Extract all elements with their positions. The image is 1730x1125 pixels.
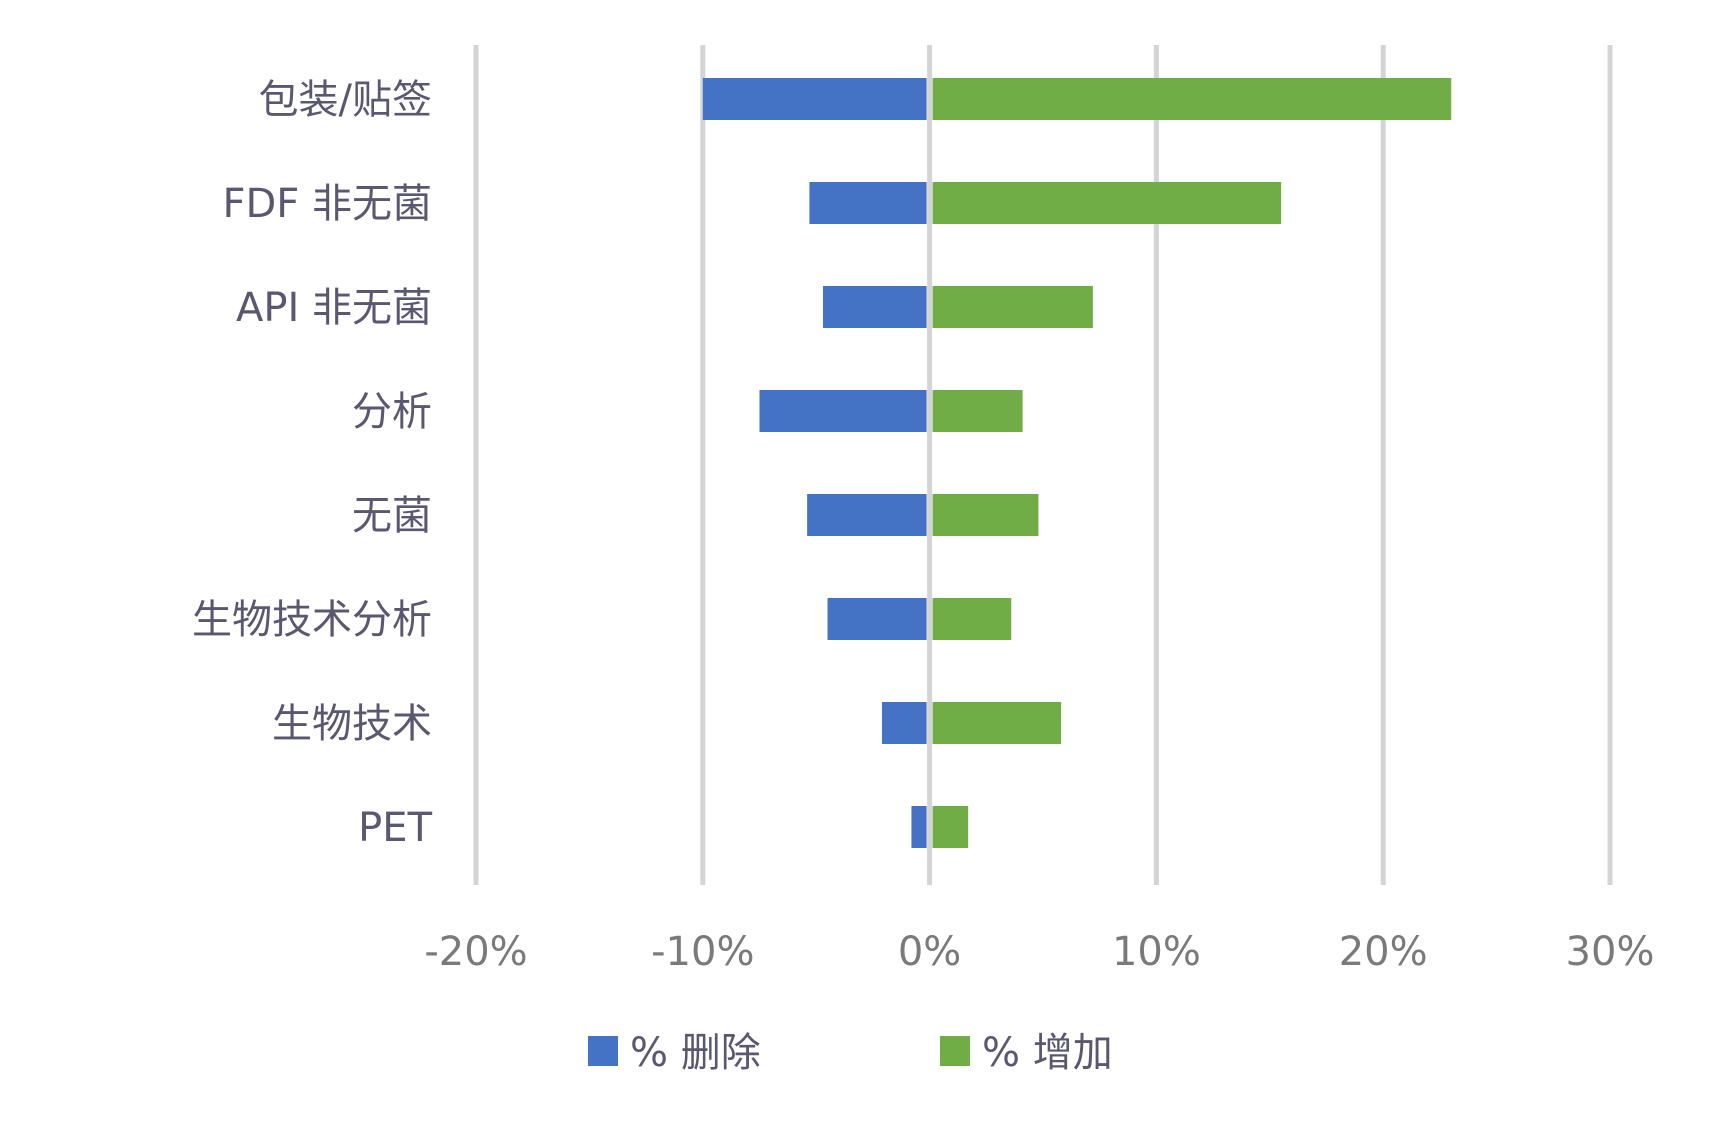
- bar-deleted-6: [881, 702, 927, 744]
- bar-deleted-4: [807, 494, 927, 536]
- x-tick-label: 30%: [1566, 929, 1655, 975]
- bars: [702, 78, 1452, 848]
- category-label: FDF 非无菌: [222, 181, 432, 227]
- bar-deleted-1: [809, 182, 927, 224]
- category-label: 包装/贴签: [259, 77, 432, 123]
- bar-added-2: [932, 286, 1093, 328]
- bar-deleted-5: [827, 598, 927, 640]
- bar-deleted-2: [823, 286, 927, 328]
- bar-deleted-0: [702, 78, 927, 120]
- category-label: 分析: [352, 389, 432, 435]
- bar-added-7: [932, 806, 969, 848]
- bar-added-5: [932, 598, 1012, 640]
- category-label: 无菌: [352, 493, 432, 539]
- legend-swatch: [940, 1036, 970, 1066]
- bar-added-0: [932, 78, 1452, 120]
- x-tick-label: 10%: [1112, 929, 1201, 975]
- category-label: 生物技术分析: [192, 597, 432, 643]
- x-tick-labels: -20% -10% 0% 10% 20% 30%: [424, 929, 1654, 975]
- category-label: 生物技术: [272, 701, 432, 747]
- category-label: API 非无菌: [236, 285, 432, 331]
- bar-added-6: [932, 702, 1062, 744]
- legend: % 删除 % 增加: [588, 1030, 1113, 1076]
- legend-label: % 增加: [982, 1030, 1113, 1076]
- bar-deleted-7: [911, 806, 927, 848]
- category-label: PET: [358, 805, 432, 851]
- x-tick-label: -20%: [424, 929, 527, 975]
- bar-added-3: [932, 390, 1023, 432]
- gridlines: [473, 45, 1613, 885]
- x-tick-label: -10%: [651, 929, 754, 975]
- legend-label: % 删除: [630, 1030, 761, 1076]
- x-tick-label: 0%: [898, 929, 961, 975]
- bar-deleted-3: [759, 390, 927, 432]
- x-tick-label: 20%: [1339, 929, 1428, 975]
- bar-added-1: [932, 182, 1282, 224]
- bar-added-4: [932, 494, 1039, 536]
- legend-swatch: [588, 1036, 618, 1066]
